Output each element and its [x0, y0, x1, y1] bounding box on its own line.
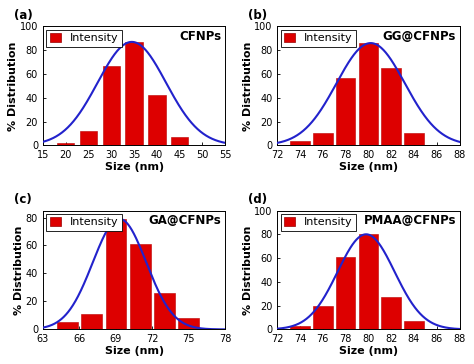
Bar: [291, 326, 310, 329]
Bar: [404, 134, 424, 145]
Text: GG@CFNPs: GG@CFNPs: [383, 30, 456, 43]
Bar: [382, 297, 401, 329]
X-axis label: Size (nm): Size (nm): [105, 162, 164, 171]
Bar: [336, 257, 356, 329]
Y-axis label: % Distribution: % Distribution: [243, 41, 253, 131]
Bar: [154, 293, 175, 329]
Bar: [313, 306, 332, 329]
Text: (a): (a): [14, 9, 33, 22]
Bar: [126, 42, 143, 145]
Bar: [359, 234, 378, 329]
Bar: [382, 68, 401, 145]
Bar: [80, 131, 97, 145]
Bar: [57, 323, 78, 329]
Y-axis label: % Distribution: % Distribution: [14, 225, 24, 314]
Bar: [359, 43, 378, 145]
Text: GA@CFNPs: GA@CFNPs: [149, 214, 222, 227]
Bar: [57, 143, 74, 145]
Text: CFNPs: CFNPs: [180, 30, 222, 43]
Text: (d): (d): [248, 193, 267, 206]
Bar: [179, 318, 199, 329]
Bar: [103, 66, 120, 145]
Legend: Intensity: Intensity: [46, 30, 122, 47]
Text: (c): (c): [14, 193, 32, 206]
Bar: [130, 244, 151, 329]
Bar: [291, 141, 310, 145]
X-axis label: Size (nm): Size (nm): [105, 346, 164, 356]
Text: PMAA@CFNPs: PMAA@CFNPs: [364, 214, 456, 227]
Bar: [313, 134, 332, 145]
Y-axis label: % Distribution: % Distribution: [9, 41, 18, 131]
Bar: [148, 95, 165, 145]
Legend: Intensity: Intensity: [46, 214, 122, 231]
Legend: Intensity: Intensity: [281, 30, 356, 47]
Legend: Intensity: Intensity: [281, 214, 356, 231]
Bar: [404, 321, 424, 329]
Y-axis label: % Distribution: % Distribution: [243, 225, 253, 314]
Bar: [106, 219, 126, 329]
Bar: [81, 314, 102, 329]
Bar: [171, 137, 188, 145]
Text: (b): (b): [248, 9, 267, 22]
X-axis label: Size (nm): Size (nm): [339, 346, 398, 356]
X-axis label: Size (nm): Size (nm): [339, 162, 398, 171]
Bar: [336, 78, 356, 145]
